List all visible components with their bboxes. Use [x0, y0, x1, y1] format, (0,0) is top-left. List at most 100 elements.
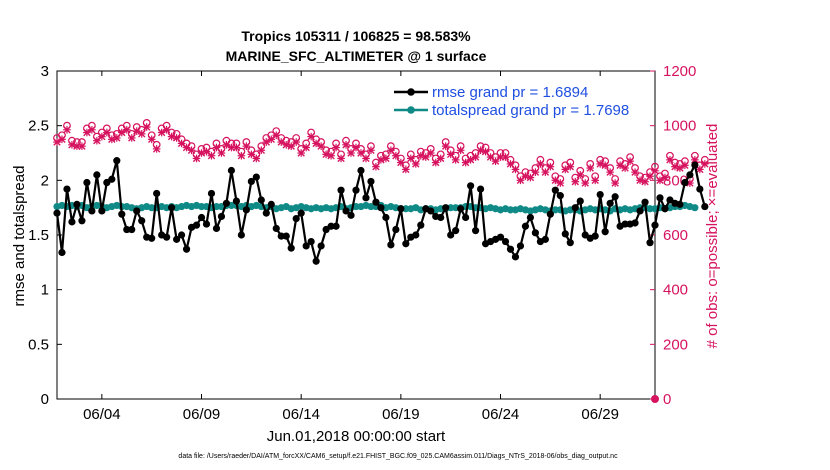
legend-rmse-label: rmse grand pr = 1.6894 — [432, 84, 588, 101]
obs-evaluated-point — [197, 149, 206, 157]
left-tick-label: 0 — [41, 391, 49, 408]
obs-evaluated-point — [511, 165, 520, 174]
obs-evaluated-point — [456, 146, 465, 155]
totalspread-point — [691, 204, 699, 212]
obs-evaluated-point — [681, 161, 689, 170]
obs-evaluated-point — [631, 168, 639, 176]
obs-evaluated-point — [556, 179, 565, 187]
obs-evaluated-point — [606, 168, 614, 176]
rmse-point — [237, 231, 245, 239]
rmse-point — [342, 207, 350, 215]
rmse-point — [88, 207, 96, 215]
left-tick-label: 2.5 — [28, 118, 49, 135]
rmse-point — [317, 242, 325, 250]
rmse-point — [68, 218, 76, 226]
rmse-point — [312, 257, 320, 265]
y-axis-right-label: # of obs: o=possible; ×=evaluated — [704, 124, 721, 349]
rmse-point — [347, 211, 355, 219]
rmse-point — [302, 242, 310, 250]
obs-evaluated-point — [247, 150, 256, 159]
rmse-point — [646, 239, 654, 247]
rmse-point — [571, 204, 579, 212]
rmse-point — [83, 178, 91, 187]
obs-evaluated-point — [426, 149, 435, 157]
rmse-point — [367, 177, 375, 186]
obs-evaluated-point — [337, 154, 345, 163]
obs-evaluated-point — [307, 132, 315, 141]
obs-evaluated-point — [626, 157, 634, 165]
totalspread-point — [551, 206, 559, 214]
rmse-point — [247, 177, 255, 186]
obs-evaluated-point — [127, 134, 136, 142]
obs-evaluated-point — [666, 156, 674, 164]
obs-evaluated-point — [162, 125, 171, 134]
rmse-point — [337, 186, 345, 194]
rmse-point — [611, 193, 619, 201]
rmse-point — [561, 230, 569, 238]
obs-evaluated-point — [142, 123, 151, 131]
rmse-point — [202, 220, 211, 228]
rmse-point — [417, 221, 425, 229]
right-tick-label: 1200 — [663, 63, 696, 80]
rmse-point — [98, 207, 106, 215]
obs-evaluated-point — [576, 171, 585, 179]
obs-evaluated-point — [501, 153, 510, 161]
rmse-point — [467, 182, 475, 190]
obs-evaluated-point — [586, 164, 595, 172]
rmse-point — [192, 221, 201, 229]
obs-evaluated-point — [412, 160, 420, 168]
rmse-point — [108, 175, 116, 183]
rmse-point — [636, 207, 644, 215]
obs-evaluated-point — [471, 153, 480, 161]
obs-evaluated-point — [332, 143, 340, 152]
totalspread-point — [506, 206, 515, 214]
rmse-point — [506, 245, 515, 253]
obs-evaluated-point — [327, 151, 335, 160]
rmse-point — [531, 229, 540, 237]
obs-evaluated-point — [122, 125, 131, 134]
rmse-point — [232, 197, 240, 205]
right-tick-label: 0 — [663, 391, 671, 408]
obs-evaluated-point — [292, 138, 300, 146]
rmse-point — [521, 222, 530, 230]
obs-evaluated-point — [441, 142, 450, 150]
left-tick-label: 1 — [41, 282, 49, 299]
obs-evaluated-point — [78, 142, 86, 150]
obs-evaluated-point — [402, 165, 410, 174]
legend-rmse-marker — [407, 88, 415, 96]
obs-evaluated-point — [232, 143, 241, 152]
rmse-series — [53, 157, 709, 265]
rmse-point — [676, 200, 684, 208]
rmse-point — [292, 215, 300, 223]
rmse-point — [327, 222, 335, 230]
rmse-point — [551, 186, 559, 194]
chart-title-line1: Tropics 105311 / 106825 = 98.583% — [241, 28, 471, 44]
totalspread-point — [367, 202, 375, 211]
obs-evaluated-point — [202, 147, 211, 156]
obs-evaluated-point — [282, 141, 291, 149]
rmse-point — [576, 197, 584, 205]
rmse-point — [197, 213, 206, 222]
rmse-point — [63, 185, 71, 193]
obs-evaluated-point — [68, 141, 76, 149]
rmse-point — [53, 209, 61, 217]
rmse-point — [462, 213, 470, 222]
obs-evaluated-point — [546, 162, 555, 171]
x-tick-label: 06/29 — [581, 406, 619, 423]
obs-evaluated-point — [591, 176, 599, 185]
rmse-point — [277, 232, 285, 240]
obs-evaluated-point — [217, 149, 226, 157]
obs-evaluated-point — [342, 141, 350, 149]
rmse-point — [397, 205, 405, 213]
rmse-point — [437, 213, 445, 222]
obs-evaluated-point — [137, 130, 146, 138]
obs-evaluated-point — [621, 164, 629, 172]
obs-evaluated-point — [237, 151, 246, 160]
obs-evaluated-point — [372, 162, 380, 171]
rmse-point — [447, 231, 455, 239]
chart-title-line2: MARINE_SFC_ALTIMETER @ 1 surface — [226, 48, 487, 64]
x-tick-label: 06/04 — [83, 406, 121, 423]
rmse-point — [641, 198, 649, 206]
right-tick-label: 200 — [663, 336, 688, 353]
